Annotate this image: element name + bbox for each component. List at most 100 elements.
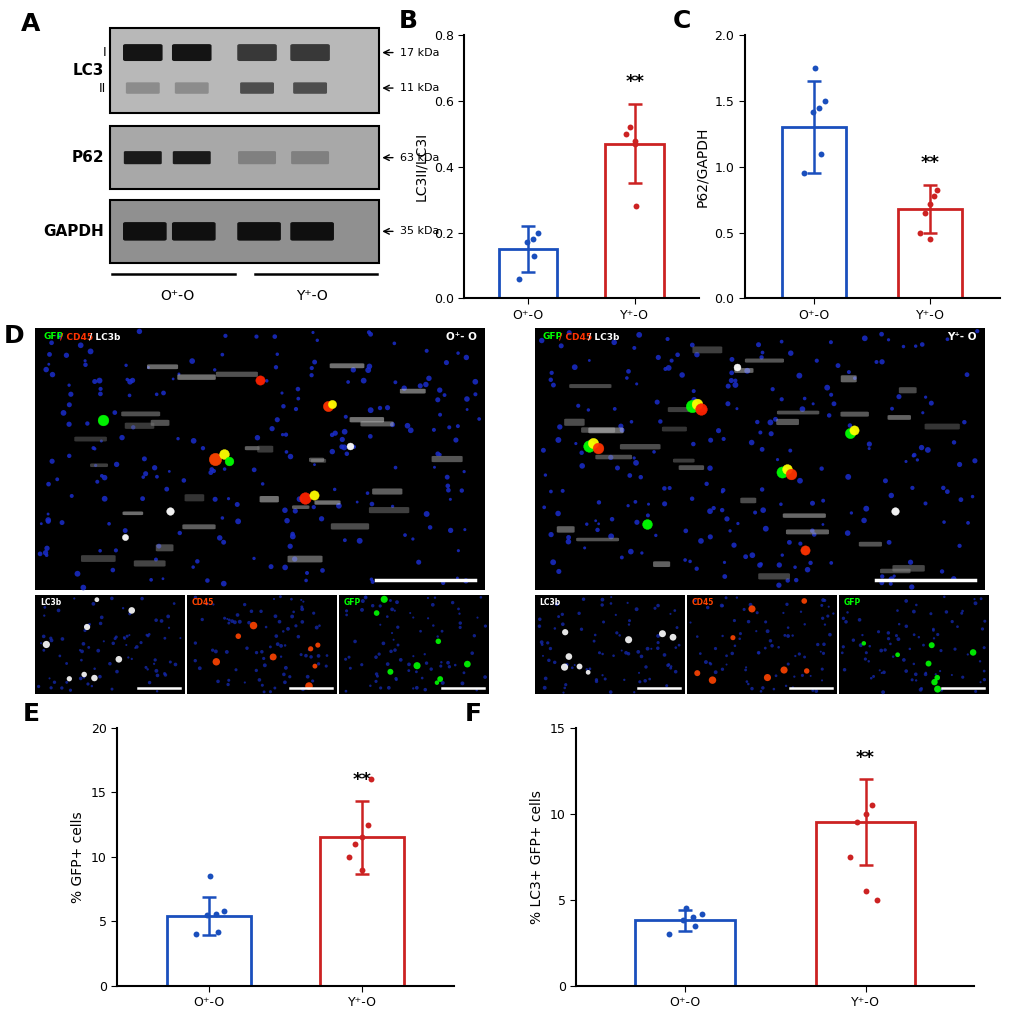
Point xyxy=(602,589,619,606)
Point xyxy=(432,671,448,687)
Point xyxy=(786,668,802,684)
Point xyxy=(265,649,281,665)
Point xyxy=(339,374,356,390)
Point xyxy=(49,471,65,487)
Point xyxy=(814,517,830,533)
Point xyxy=(368,666,384,682)
Point xyxy=(553,607,570,623)
Point xyxy=(886,568,902,584)
Point xyxy=(81,639,97,655)
Point xyxy=(428,674,444,691)
Point xyxy=(269,636,285,652)
Point xyxy=(220,490,236,507)
Point xyxy=(721,523,738,539)
Point xyxy=(127,640,144,656)
Point xyxy=(854,627,870,643)
Text: O⁺-O: O⁺-O xyxy=(160,289,195,302)
Point xyxy=(309,620,325,636)
Point xyxy=(757,521,773,537)
Point xyxy=(686,391,702,407)
Point xyxy=(788,572,804,588)
Point xyxy=(860,653,876,669)
Point xyxy=(368,673,384,690)
FancyBboxPatch shape xyxy=(757,573,789,579)
Point xyxy=(306,499,322,516)
Text: Y⁺-O: Y⁺-O xyxy=(296,289,328,302)
Point xyxy=(796,617,812,633)
Point xyxy=(938,483,955,499)
FancyBboxPatch shape xyxy=(237,151,276,164)
Point xyxy=(92,386,108,402)
Point xyxy=(794,667,810,683)
Point xyxy=(822,386,839,402)
Point xyxy=(756,640,772,656)
Point xyxy=(804,495,820,512)
Point xyxy=(326,481,342,497)
Point xyxy=(626,340,642,356)
Point xyxy=(841,425,857,441)
Point xyxy=(386,642,403,658)
Point xyxy=(221,612,237,628)
Point xyxy=(937,604,954,620)
Point xyxy=(37,600,53,616)
Point xyxy=(131,324,148,340)
Point xyxy=(375,635,391,651)
Point xyxy=(215,575,231,591)
Point xyxy=(120,649,137,665)
Point xyxy=(904,480,920,496)
Point xyxy=(662,353,679,369)
Point xyxy=(649,598,665,614)
Point xyxy=(266,590,282,607)
Y-axis label: LC3II/LC3I: LC3II/LC3I xyxy=(414,132,428,201)
FancyBboxPatch shape xyxy=(110,28,379,112)
FancyBboxPatch shape xyxy=(673,459,694,463)
Point xyxy=(628,602,644,618)
Point xyxy=(52,648,68,664)
Point xyxy=(557,676,574,693)
Point xyxy=(556,679,573,696)
Point xyxy=(825,395,842,411)
Point xyxy=(595,614,611,630)
Point xyxy=(873,354,890,370)
Point xyxy=(359,817,375,833)
Point xyxy=(742,596,758,613)
Point xyxy=(148,551,164,567)
Point xyxy=(967,683,983,700)
Point xyxy=(38,545,54,561)
Point xyxy=(96,633,112,649)
Point xyxy=(774,605,791,621)
Point xyxy=(227,661,244,677)
Point xyxy=(256,683,272,700)
Point xyxy=(281,668,298,684)
Point xyxy=(907,666,923,682)
Point xyxy=(537,467,553,483)
Point xyxy=(839,605,855,621)
Point xyxy=(294,681,311,698)
Point xyxy=(379,656,395,672)
Point xyxy=(199,595,215,612)
FancyBboxPatch shape xyxy=(309,458,324,462)
Point xyxy=(952,491,968,508)
Point xyxy=(33,516,49,532)
Point xyxy=(453,482,470,498)
Point xyxy=(135,490,151,507)
Point xyxy=(564,660,580,676)
Point xyxy=(389,637,406,653)
Point xyxy=(916,495,932,512)
Point xyxy=(108,456,124,472)
Point xyxy=(46,674,62,691)
Point xyxy=(38,362,54,378)
Point xyxy=(889,647,905,663)
Point xyxy=(382,592,398,609)
Point xyxy=(769,639,786,655)
Point xyxy=(204,461,220,477)
Point xyxy=(750,645,766,661)
Point xyxy=(770,557,787,573)
Point xyxy=(964,644,980,660)
Point xyxy=(754,502,770,519)
Point xyxy=(662,658,679,674)
Point xyxy=(807,683,823,700)
Point xyxy=(72,338,89,354)
Point xyxy=(727,377,743,393)
Point xyxy=(809,637,825,653)
